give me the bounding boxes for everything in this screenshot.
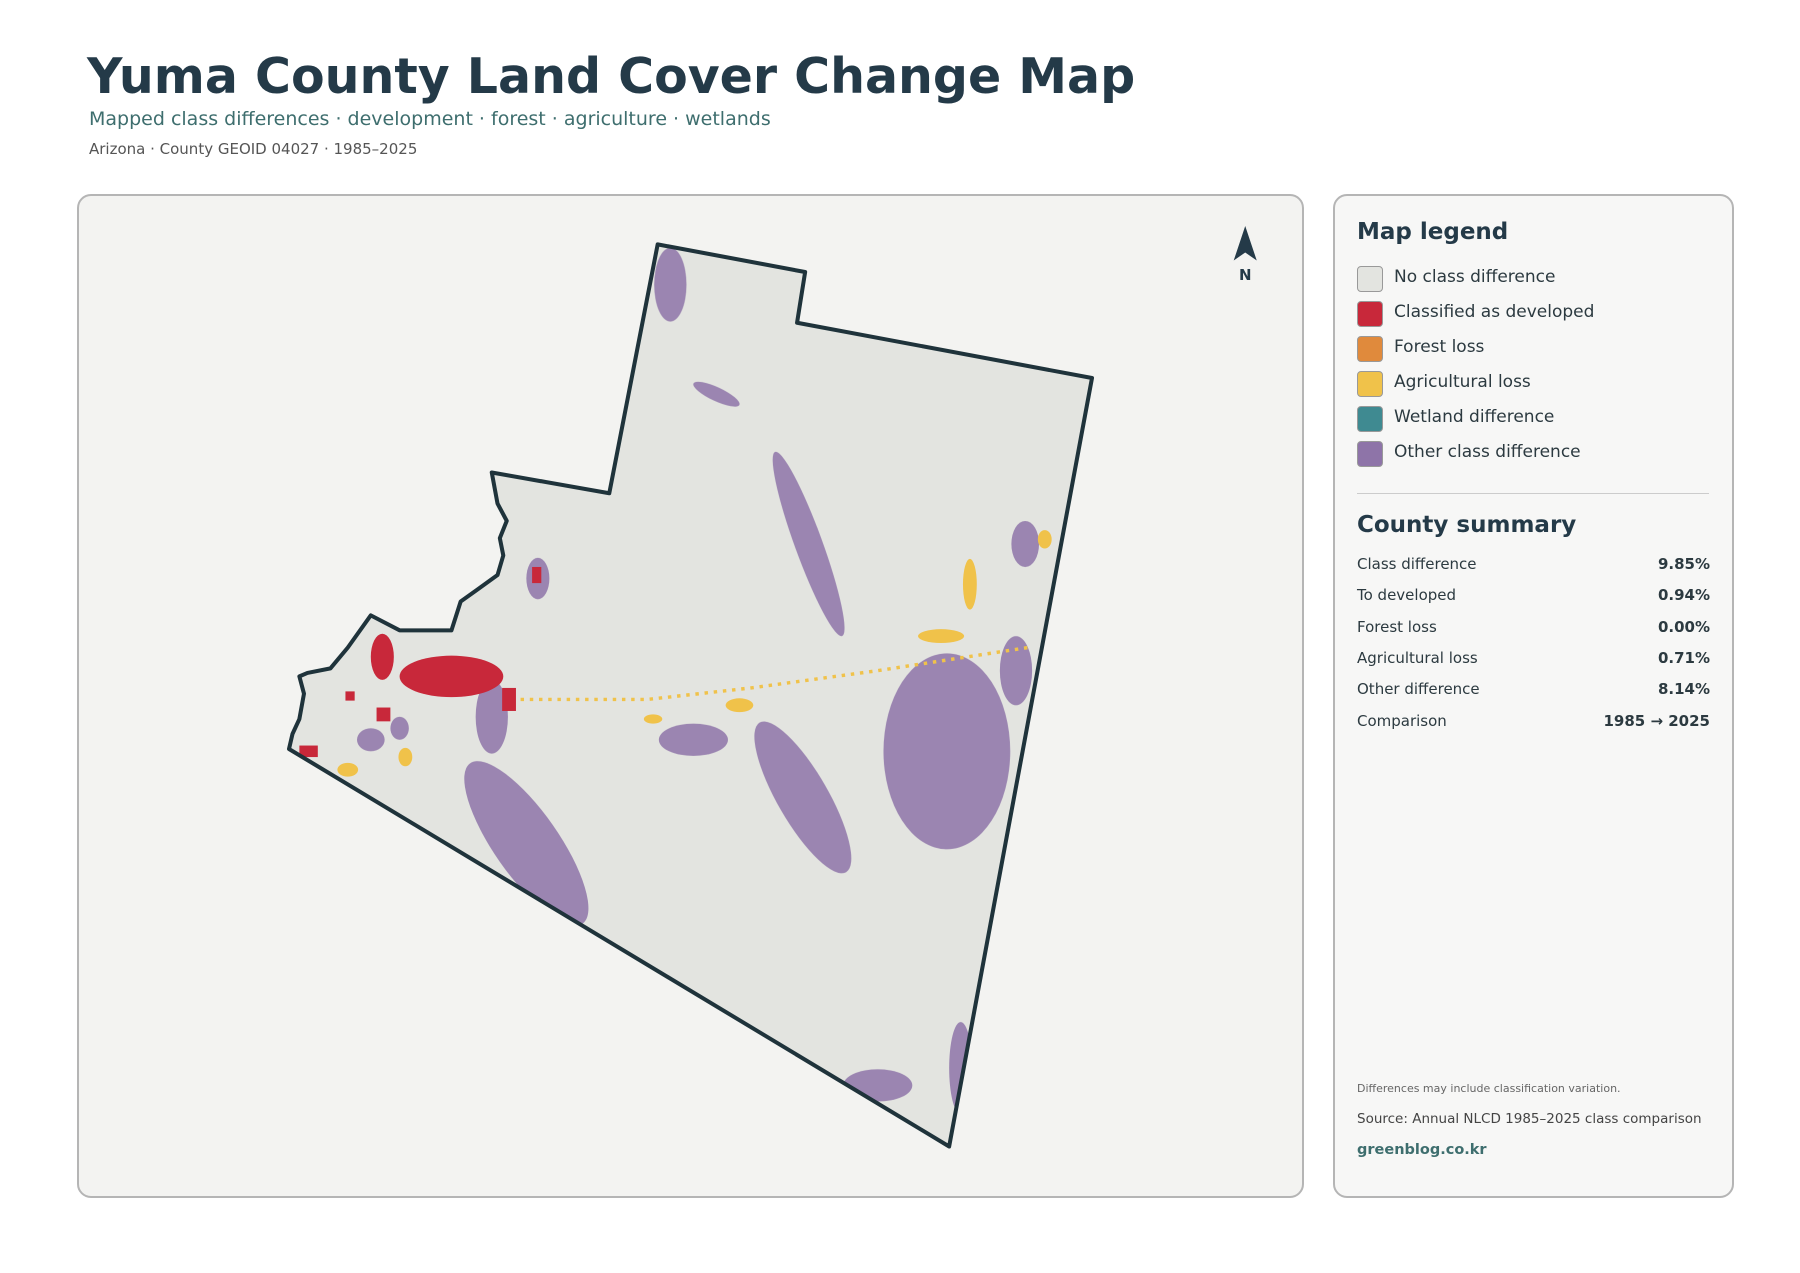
legend-swatch (1357, 371, 1383, 397)
summary-label: Other difference (1357, 680, 1480, 699)
legend-label: Agricultural loss (1394, 372, 1531, 392)
legend-swatch (1357, 406, 1383, 432)
summary-label: Forest loss (1357, 617, 1437, 636)
map: N (286, 225, 1257, 1149)
subtitle: Mapped class differences · development ·… (89, 108, 771, 130)
legend-swatch (1357, 301, 1383, 327)
source: Source: Annual NLCD 1985–2025 class comp… (1357, 1111, 1702, 1127)
legend-label: Forest loss (1394, 337, 1485, 357)
county-outline (286, 242, 1095, 1149)
title: Yuma County Land Cover Change Map (87, 48, 1136, 105)
summary-value: 1985 → 2025 (1603, 711, 1710, 730)
note: Differences may include classification v… (1357, 1082, 1621, 1095)
north-label: N (1239, 266, 1252, 284)
legend-label: No class difference (1394, 267, 1556, 287)
summary-label: Class difference (1357, 555, 1477, 573)
north-arrow (1233, 225, 1257, 261)
summary-value: 0.71% (1657, 648, 1710, 667)
summary-label: Comparison (1357, 711, 1447, 730)
legend-panel: Map legend No class difference Classified… (1333, 194, 1734, 1198)
summary-label: Agricultural loss (1357, 648, 1478, 667)
legend-swatch (1357, 266, 1383, 292)
summary-value: 0.00% (1657, 617, 1710, 636)
map-panel: N (77, 194, 1304, 1198)
summary-value: 0.94% (1657, 586, 1710, 605)
summary-label: To developed (1357, 586, 1457, 605)
legend-swatch (1357, 336, 1383, 362)
legend-label: Other class difference (1394, 442, 1581, 462)
summary-value: 8.14% (1657, 680, 1710, 699)
county-fill (289, 244, 1092, 1147)
legend-label: Wetland difference (1394, 407, 1555, 427)
meta: Arizona · County GEOID 04027 · 1985–2025 (89, 140, 418, 158)
legend-label: Classified as developed (1394, 302, 1595, 322)
legend-swatch (1357, 441, 1383, 467)
divider (1357, 493, 1709, 494)
summary-value: 9.85% (1657, 555, 1710, 573)
legend-title: Map legend (1357, 219, 1509, 245)
site: greenblog.co.kr (1357, 1142, 1487, 1158)
summary-title: County summary (1357, 512, 1577, 538)
